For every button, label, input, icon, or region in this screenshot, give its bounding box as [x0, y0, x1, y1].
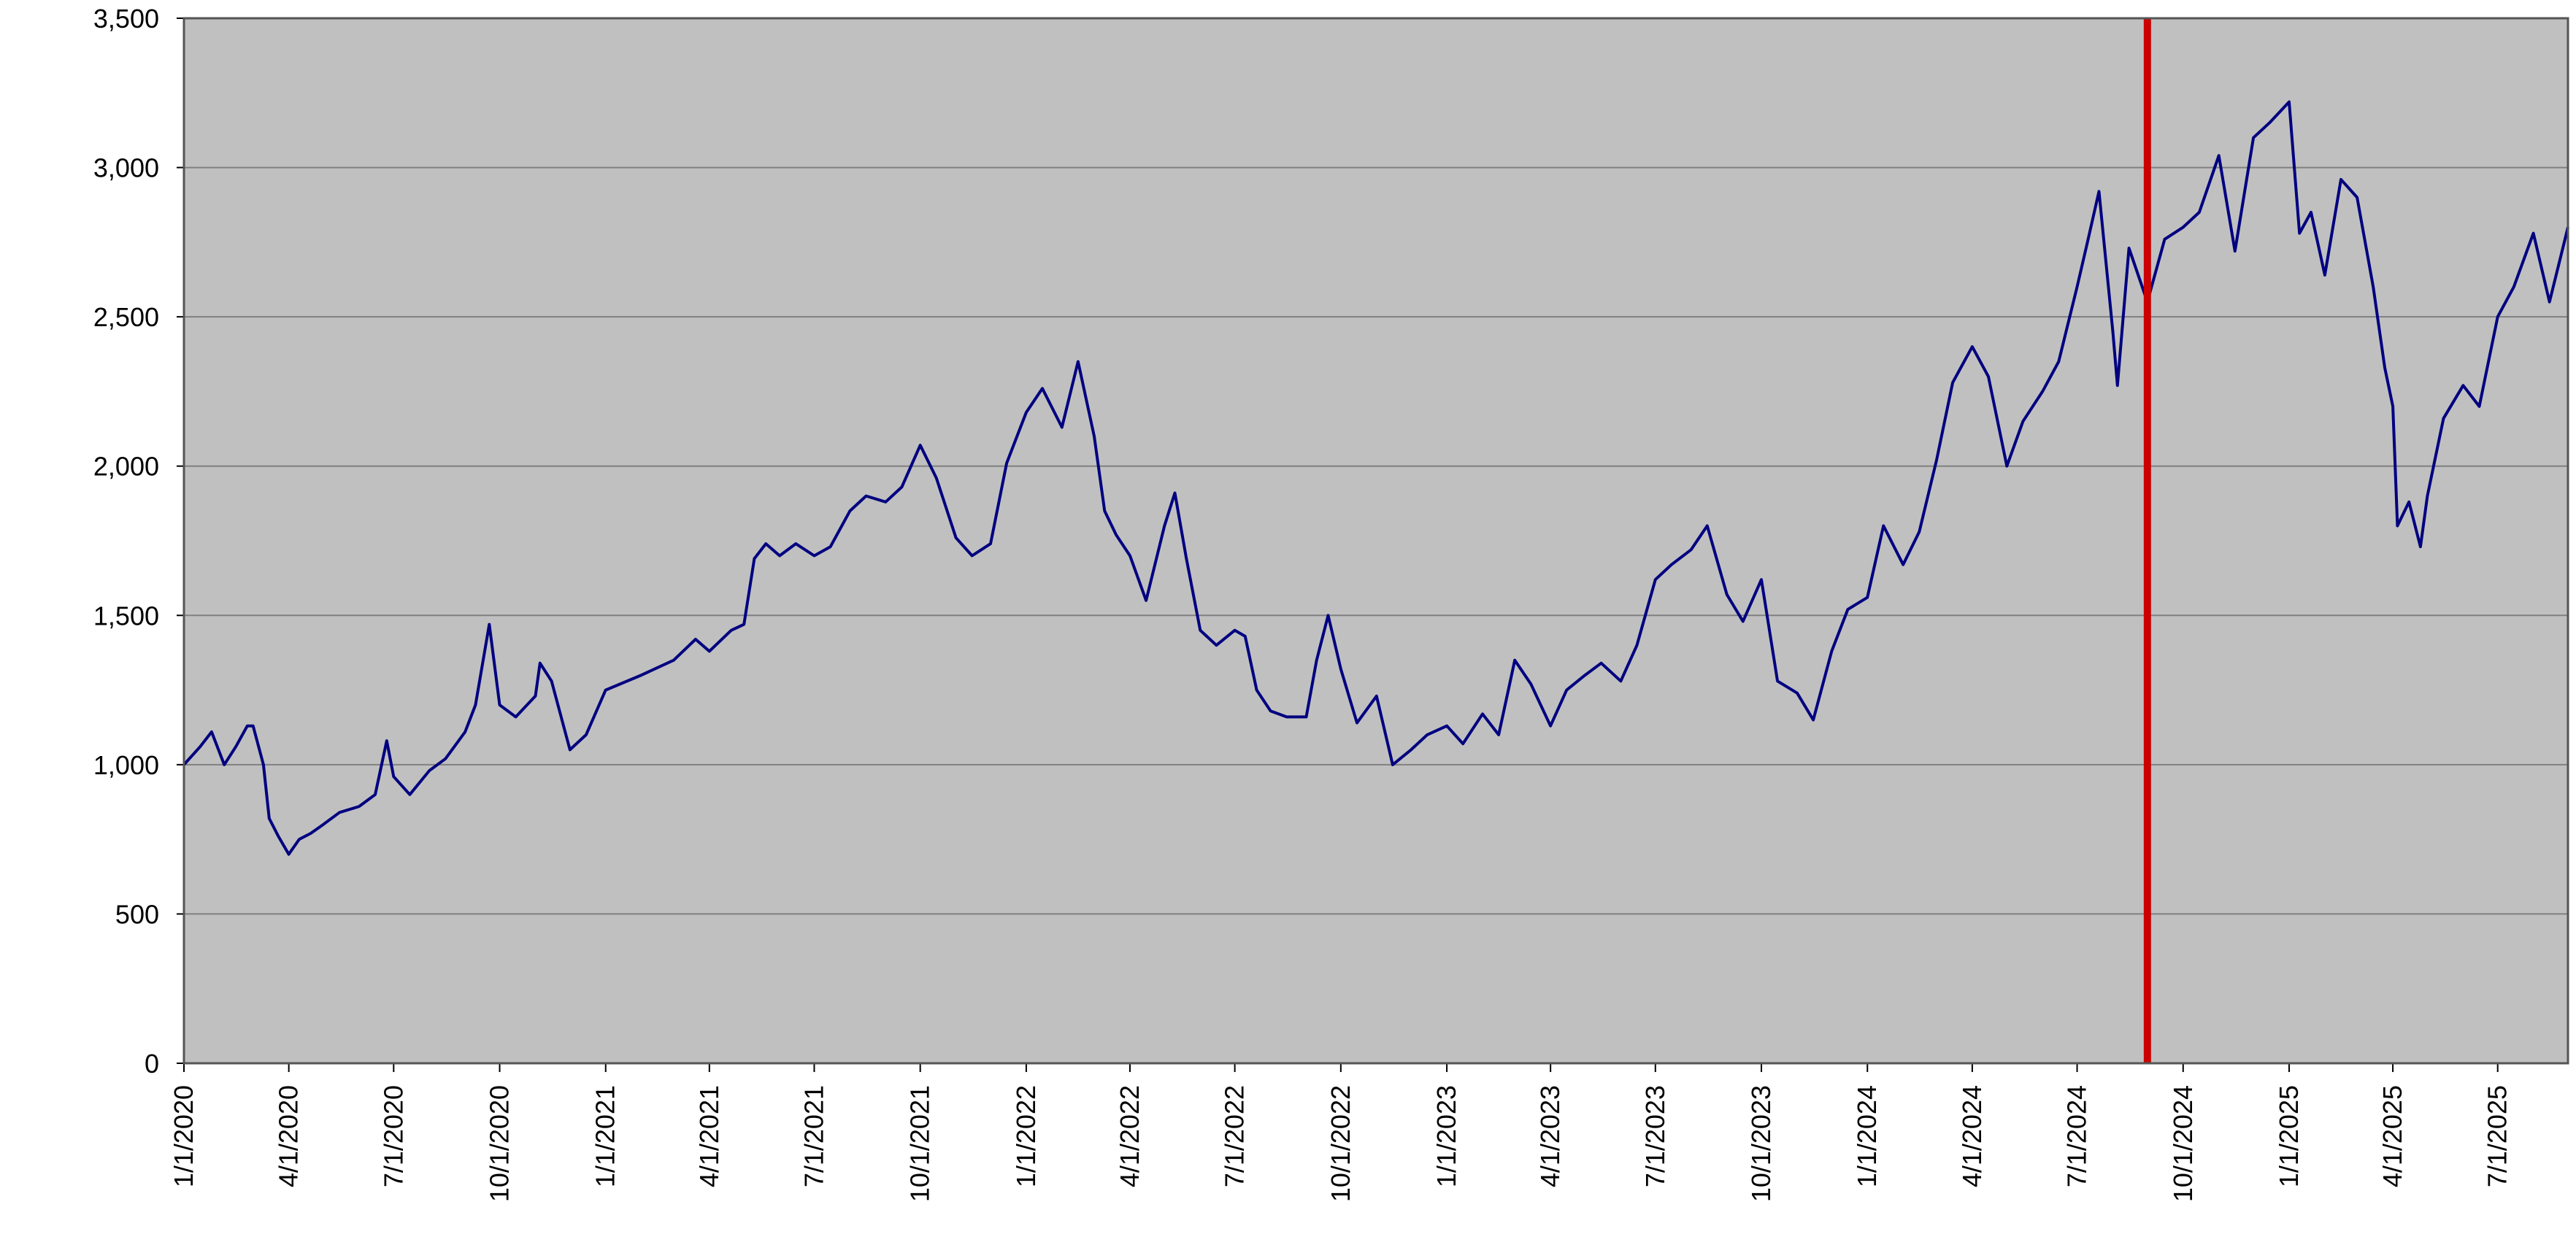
y-tick-label: 1,500: [93, 601, 159, 631]
x-tick-label: 4/1/2021: [694, 1085, 724, 1187]
x-tick-label: 4/1/2024: [1957, 1085, 1987, 1187]
x-tick-label: 7/1/2024: [2062, 1085, 2092, 1187]
x-tick-label: 7/1/2023: [1640, 1085, 1670, 1187]
x-tick-label: 4/1/2025: [2377, 1085, 2407, 1187]
x-tick-label: 7/1/2020: [378, 1085, 408, 1187]
x-tick-label: 10/1/2023: [1746, 1085, 1776, 1202]
x-tick-label: 7/1/2022: [1220, 1085, 1250, 1187]
x-tick-label: 4/1/2022: [1115, 1085, 1145, 1187]
x-tick-label: 4/1/2020: [274, 1085, 304, 1187]
x-tick-label: 7/1/2025: [2483, 1085, 2512, 1187]
gridlines: [184, 166, 2568, 915]
y-tick-label: 1,000: [93, 750, 159, 780]
series-layer: [182, 18, 2569, 1063]
y-tick-label: 3,500: [93, 4, 159, 34]
x-tick-label: 4/1/2023: [1535, 1085, 1565, 1187]
x-tick-label: 1/1/2021: [591, 1085, 620, 1187]
y-tick-label: 0: [145, 1049, 159, 1079]
x-tick-label: 1/1/2022: [1011, 1085, 1041, 1187]
y-tick-label: 3,000: [93, 153, 159, 183]
plot-area: [184, 18, 2568, 1063]
x-axis: 1/1/2020 4/1/2020 7/1/2020 10/1/2020 1/1/202…: [169, 1063, 2512, 1202]
x-tick-label: 1/1/2024: [1852, 1085, 1882, 1187]
y-axis: 0 500 1,000 1,500 2,000 2,500 3,000 3,500: [93, 4, 184, 1079]
x-tick-label: 10/1/2020: [485, 1085, 515, 1202]
x-tick-label: 10/1/2022: [1326, 1085, 1356, 1202]
y-tick-label: 2,500: [93, 302, 159, 332]
x-tick-label: 1/1/2023: [1431, 1085, 1461, 1187]
series-line: [182, 100, 2569, 856]
y-tick-label: 2,000: [93, 452, 159, 482]
x-tick-label: 10/1/2021: [905, 1085, 935, 1202]
x-tick-label: 1/1/2025: [2274, 1085, 2304, 1187]
x-tick-label: 10/1/2024: [2168, 1085, 2198, 1202]
x-tick-label: 7/1/2021: [799, 1085, 828, 1187]
x-tick-label: 1/1/2020: [169, 1085, 199, 1187]
plot-border: [182, 17, 2569, 1065]
y-tick-label: 500: [115, 899, 159, 929]
